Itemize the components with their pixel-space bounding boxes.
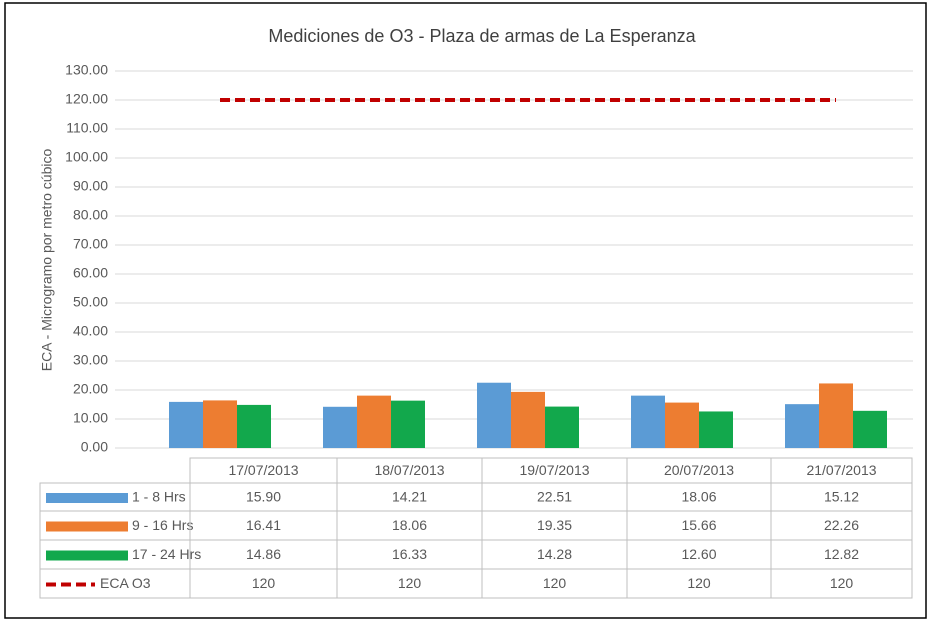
bar bbox=[391, 400, 425, 448]
bar bbox=[665, 402, 699, 448]
y-tick-label: 120.00 bbox=[65, 91, 108, 107]
table-header: 21/07/2013 bbox=[806, 462, 876, 478]
y-tick-label: 80.00 bbox=[73, 207, 108, 223]
table-header: 17/07/2013 bbox=[228, 462, 298, 478]
y-tick-label: 100.00 bbox=[65, 149, 108, 165]
table-value: 120 bbox=[687, 575, 711, 591]
table-value: 22.51 bbox=[537, 489, 572, 505]
legend-label: 9 - 16 Hrs bbox=[132, 517, 193, 533]
bar bbox=[545, 406, 579, 448]
table-value: 12.60 bbox=[681, 546, 716, 562]
bar bbox=[203, 400, 237, 448]
legend-label: 17 - 24 Hrs bbox=[132, 546, 201, 562]
bar bbox=[169, 401, 203, 448]
table-value: 14.21 bbox=[392, 489, 427, 505]
legend-label: 1 - 8 Hrs bbox=[132, 489, 186, 505]
legend-swatch bbox=[46, 521, 128, 532]
y-tick-label: 110.00 bbox=[66, 120, 108, 136]
legend-swatch bbox=[46, 493, 128, 503]
bar bbox=[511, 391, 545, 448]
bar bbox=[237, 404, 271, 448]
y-tick-label: 40.00 bbox=[73, 323, 108, 339]
y-tick-label: 20.00 bbox=[73, 381, 108, 397]
bar bbox=[853, 410, 887, 448]
table-cell bbox=[770, 568, 913, 599]
table-value: 15.66 bbox=[681, 517, 716, 533]
bar bbox=[699, 411, 733, 448]
table-value: 120 bbox=[252, 575, 276, 591]
y-axis-title: ECA - Microgramo por metro cúbico bbox=[39, 149, 55, 372]
table-value: 16.33 bbox=[392, 546, 427, 562]
table-value: 18.06 bbox=[681, 489, 716, 505]
table-header: 20/07/2013 bbox=[664, 462, 734, 478]
legend-swatch bbox=[46, 550, 128, 561]
y-tick-label: 90.00 bbox=[73, 178, 108, 194]
y-tick-label: 130.00 bbox=[65, 62, 108, 78]
table-value: 16.41 bbox=[246, 517, 281, 533]
bar bbox=[631, 395, 665, 448]
legend-label: ECA O3 bbox=[100, 575, 151, 591]
chart-title: Mediciones de O3 - Plaza de armas de La … bbox=[268, 26, 696, 46]
y-tick-label: 30.00 bbox=[73, 352, 108, 368]
table-value: 14.86 bbox=[246, 546, 281, 562]
table-value: 120 bbox=[398, 575, 422, 591]
bar bbox=[785, 404, 819, 448]
chart-border bbox=[4, 2, 927, 619]
bar bbox=[477, 382, 511, 448]
y-tick-label: 10.00 bbox=[73, 410, 108, 426]
table-value: 15.90 bbox=[246, 489, 281, 505]
table-value: 120 bbox=[830, 575, 854, 591]
y-tick-label: 50.00 bbox=[73, 294, 108, 310]
table-value: 18.06 bbox=[392, 517, 427, 533]
table-value: 15.12 bbox=[824, 489, 859, 505]
table-value: 12.82 bbox=[824, 546, 859, 562]
table-header: 18/07/2013 bbox=[374, 462, 444, 478]
table-value: 19.35 bbox=[537, 517, 572, 533]
table-value: 14.28 bbox=[537, 546, 572, 562]
y-tick-label: 0.00 bbox=[81, 439, 108, 455]
bar bbox=[323, 406, 357, 448]
table-value: 22.26 bbox=[824, 517, 859, 533]
bar bbox=[357, 395, 391, 448]
y-tick-label: 60.00 bbox=[73, 265, 108, 281]
y-tick-label: 70.00 bbox=[73, 236, 108, 252]
table-header: 19/07/2013 bbox=[519, 462, 589, 478]
table-value: 120 bbox=[543, 575, 567, 591]
bar bbox=[819, 383, 853, 448]
